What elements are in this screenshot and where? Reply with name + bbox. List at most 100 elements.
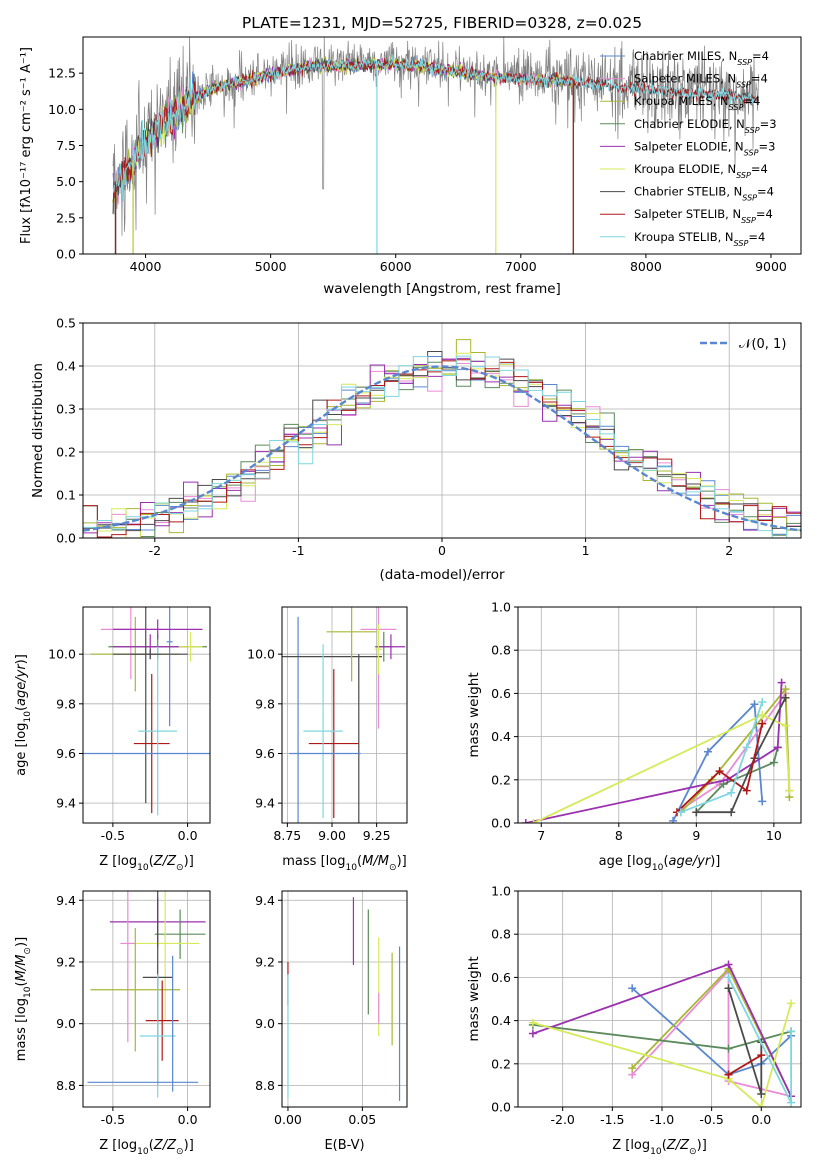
x-tick-label: 0 bbox=[438, 543, 446, 558]
mass-vs-Z-panel: -0.5 0.0 8.8 9.0 9.2 9.4 Z [log10(Z/Z⊙)] mass [… bbox=[14, 890, 211, 1157]
y-tick-label: 10.0 bbox=[48, 102, 76, 117]
x-tick-label: 0.05 bbox=[348, 1112, 376, 1127]
weight-marker bbox=[724, 1044, 733, 1053]
x-tick-label: 5000 bbox=[255, 259, 287, 274]
x-tick-label: 0.00 bbox=[274, 1112, 302, 1127]
y-tick-label: 0.0 bbox=[491, 816, 511, 831]
y-axis-label: age [log10(age/yr)] bbox=[14, 654, 33, 776]
weight-marker bbox=[757, 1090, 766, 1099]
weights-plot-area bbox=[521, 678, 794, 823]
y-tick-label: 12.5 bbox=[48, 66, 76, 81]
legend-label-5: Kroupa ELODIE, NSSP=4 bbox=[634, 162, 768, 180]
errorbar-plot-area bbox=[282, 607, 406, 823]
y-tick-label: 9.0 bbox=[56, 1016, 76, 1031]
residuals-panel: -2 -1 0 1 2 0.0 0.1 0.2 0.3 0.4 0.5 𝒩(0, 1) (data-mo… bbox=[30, 316, 802, 583]
weight-marker bbox=[724, 1070, 733, 1079]
x-tick-label: 2 bbox=[725, 543, 733, 558]
y-axis-label: mass [log10(M/M⊙)] bbox=[14, 937, 33, 1061]
x-tick-label: -0.5 bbox=[699, 1112, 723, 1127]
x-tick-label: -1.5 bbox=[600, 1112, 624, 1127]
weight-marker bbox=[742, 743, 751, 752]
y-axis-label: Normed distribution bbox=[30, 363, 46, 498]
weight-marker bbox=[742, 786, 751, 795]
age-vs-mass-panel: 8.75 9.00 9.25 9.4 9.6 9.8 10.0 mass [log10(M/M… bbox=[247, 606, 408, 873]
mass-weight-vs-age-panel: 7 8 9 10 0.0 0.2 0.4 0.6 0.8 1.0 age [log10(age/yr… bbox=[466, 600, 802, 873]
age-vs-Z-panel: -0.5 0.0 9.4 9.6 9.8 10.0 Z [log10(Z/Z⊙)] age [… bbox=[14, 606, 211, 873]
mass-weight-vs-Z-panel: -2.0 -1.5 -1.0 -0.5 0.0 0.0 0.2 0.4 0.6 0.8 1.0 Z [… bbox=[466, 884, 802, 1157]
legend-label-7: Salpeter STELIB, NSSP=4 bbox=[634, 207, 773, 225]
weight-marker bbox=[715, 767, 724, 776]
mass-vs-ebv-panel: 0.00 0.05 8.8 9.0 9.2 9.4 E(B-V) bbox=[255, 890, 408, 1153]
x-tick-label: 0.0 bbox=[178, 1112, 198, 1127]
weight-marker bbox=[758, 698, 767, 707]
weight-marker bbox=[769, 758, 778, 767]
x-axis-label: (data-model)/error bbox=[379, 567, 505, 583]
x-tick-label: -1.0 bbox=[650, 1112, 674, 1127]
x-tick-label: 6000 bbox=[380, 259, 412, 274]
x-tick-label: 4000 bbox=[130, 259, 162, 274]
x-axis-label: Z [log10(Z/Z⊙)] bbox=[99, 854, 194, 873]
x-axis-label: mass [log10(M/M⊙)] bbox=[282, 854, 406, 873]
x-axis-label: Z [log10(Z/Z⊙)] bbox=[99, 1138, 194, 1157]
x-tick-label: 8 bbox=[615, 828, 623, 843]
weight-marker bbox=[757, 1051, 766, 1060]
axes-frame bbox=[281, 890, 408, 1108]
x-axis-label: age [log10(age/yr)] bbox=[599, 854, 721, 873]
axes-frame bbox=[281, 606, 408, 824]
y-tick-label: 9.8 bbox=[56, 696, 76, 711]
y-tick-label: 0.6 bbox=[491, 970, 511, 985]
weight-marker bbox=[758, 719, 767, 728]
y-tick-label: 0.5 bbox=[56, 316, 76, 331]
model-line-8 bbox=[112, 53, 759, 202]
x-axis-label: wavelength [Angstrom, rest frame] bbox=[323, 281, 561, 297]
weight-marker bbox=[787, 999, 796, 1008]
x-tick-label: -0.5 bbox=[101, 1112, 125, 1127]
weight-marker bbox=[724, 960, 733, 969]
y-tick-label: 9.4 bbox=[255, 796, 275, 811]
x-tick-label: 7 bbox=[537, 828, 545, 843]
weight-marker bbox=[628, 1064, 637, 1073]
x-tick-label: 9.25 bbox=[363, 828, 391, 843]
x-tick-label: 8000 bbox=[630, 259, 662, 274]
legend-label-gaussian: 𝒩(0, 1) bbox=[739, 337, 786, 352]
y-axis-label: mass weight bbox=[466, 956, 482, 1041]
weight-marker bbox=[528, 1029, 537, 1038]
weight-line-0 bbox=[672, 702, 764, 822]
weight-marker bbox=[758, 711, 767, 719]
weight-marker bbox=[787, 1098, 796, 1107]
x-tick-label: 9 bbox=[692, 828, 700, 843]
weight-line-7 bbox=[676, 723, 764, 813]
legend: Chabrier MILES, NSSP=4 Salpeter MILES, NS… bbox=[600, 49, 777, 247]
y-tick-label: 0.6 bbox=[491, 686, 511, 701]
weight-marker bbox=[703, 747, 712, 756]
weight-line-5 bbox=[532, 1003, 792, 1107]
errorbar-plot-area bbox=[287, 897, 401, 1101]
weight-marker bbox=[750, 700, 759, 709]
y-tick-label: 0.8 bbox=[491, 927, 511, 942]
y-tick-label: 5.0 bbox=[56, 174, 76, 189]
y-tick-label: 0.4 bbox=[491, 729, 511, 744]
weight-marker bbox=[628, 984, 637, 993]
legend-label-1: Salpeter MILES, NSSP=4 bbox=[634, 72, 768, 90]
y-tick-label: 8.8 bbox=[255, 1078, 275, 1093]
y-tick-label: 0.0 bbox=[56, 247, 76, 262]
weight-marker bbox=[781, 721, 790, 730]
weight-marker bbox=[727, 788, 736, 797]
x-tick-label: 8.75 bbox=[273, 828, 301, 843]
weight-line-2 bbox=[680, 686, 791, 813]
y-tick-label: 0.0 bbox=[56, 531, 76, 546]
weight-marker bbox=[692, 808, 701, 817]
y-tick-label: 7.5 bbox=[56, 138, 76, 153]
errorbar-plot-area bbox=[83, 607, 210, 816]
errorbar-plot-area bbox=[87, 891, 206, 1098]
legend-label-2: Kroupa MILES, NSSP=4 bbox=[634, 94, 760, 112]
y-tick-label: 0.2 bbox=[491, 1056, 511, 1071]
weight-marker bbox=[781, 693, 790, 702]
weight-marker bbox=[758, 797, 767, 806]
weight-line-0 bbox=[631, 987, 792, 1076]
y-axis-label: mass weight bbox=[466, 672, 482, 757]
axes-frame bbox=[82, 322, 802, 539]
y-tick-label: 9.6 bbox=[255, 746, 275, 761]
y-tick-label: 9.0 bbox=[255, 1016, 275, 1031]
y-tick-label: 9.4 bbox=[56, 796, 76, 811]
